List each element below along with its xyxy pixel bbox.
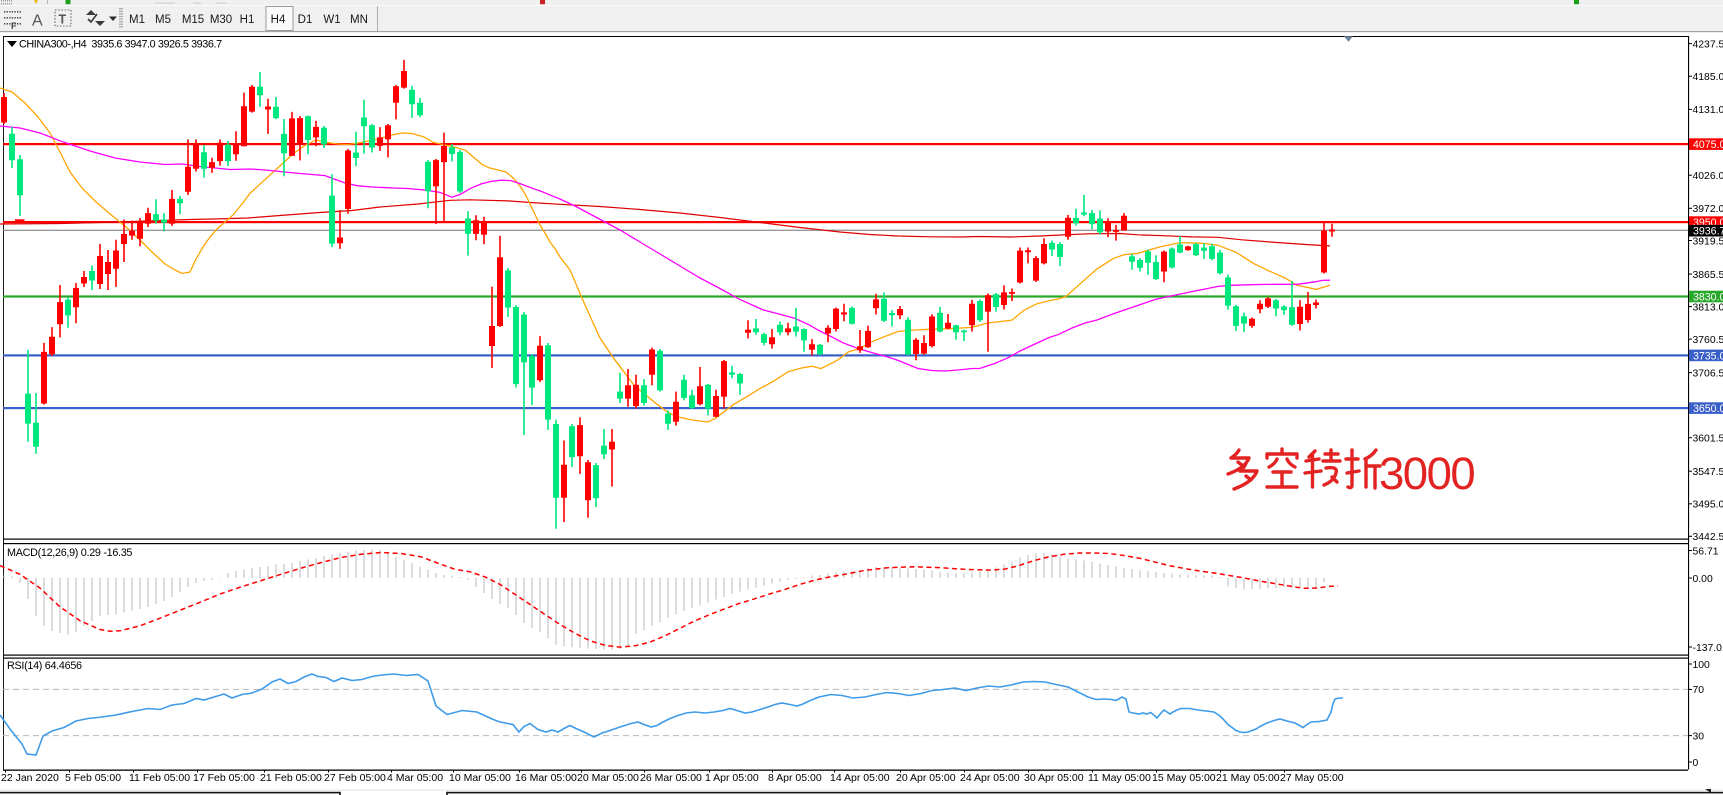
svg-text:27 May 05:00: 27 May 05:00 (1280, 772, 1344, 784)
svg-text:H1: H1 (240, 14, 255, 26)
svg-text:4 Mar 05:00: 4 Mar 05:00 (387, 772, 443, 784)
svg-text:D1: D1 (298, 14, 313, 26)
svg-text:0: 0 (1693, 758, 1699, 769)
svg-text:56.71: 56.71 (1693, 546, 1719, 557)
svg-text:3865.5: 3865.5 (1693, 270, 1723, 281)
svg-text:11 May 05:00: 11 May 05:00 (1088, 772, 1151, 784)
svg-text:4185.0: 4185.0 (1693, 72, 1723, 83)
svg-text:3000: 3000 (1379, 448, 1474, 499)
svg-text:22 Jan 2020: 22 Jan 2020 (1, 772, 59, 784)
svg-text:-137.01: -137.01 (1693, 643, 1723, 654)
svg-text:M15: M15 (182, 14, 204, 26)
svg-text:T: T (59, 13, 67, 27)
svg-text:15 May 05:00: 15 May 05:00 (1152, 772, 1216, 784)
svg-text:20 Mar 05:00: 20 Mar 05:00 (577, 772, 639, 784)
svg-text:RSI(14) 64.4656: RSI(14) 64.4656 (7, 660, 82, 672)
svg-text:A: A (32, 13, 43, 30)
svg-text:3442.5: 3442.5 (1693, 532, 1723, 543)
svg-text:F: F (11, 21, 17, 31)
svg-text:3919.5: 3919.5 (1693, 236, 1723, 247)
svg-text:3495.0: 3495.0 (1693, 500, 1723, 511)
svg-text:0.00: 0.00 (1693, 574, 1713, 585)
svg-text:30 Apr 05:00: 30 Apr 05:00 (1024, 772, 1084, 784)
svg-text:10 Mar 05:00: 10 Mar 05:00 (449, 772, 511, 784)
svg-text:21 May 05:00: 21 May 05:00 (1216, 772, 1280, 784)
svg-text:3760.5: 3760.5 (1693, 335, 1723, 346)
svg-text:100: 100 (1693, 660, 1711, 671)
svg-text:3830.0: 3830.0 (1693, 291, 1723, 303)
svg-text:MACD(12,26,9) 0.29 -16.35: MACD(12,26,9) 0.29 -16.35 (7, 547, 132, 559)
svg-text:M30: M30 (210, 14, 232, 26)
svg-text:4131.0: 4131.0 (1693, 105, 1723, 116)
svg-text:3547.5: 3547.5 (1693, 467, 1723, 478)
svg-text:H4: H4 (271, 14, 286, 26)
svg-text:3601.5: 3601.5 (1693, 434, 1723, 445)
svg-text:20 Apr 05:00: 20 Apr 05:00 (896, 772, 956, 784)
svg-text:11 Feb 05:00: 11 Feb 05:00 (129, 772, 190, 784)
svg-text:M1: M1 (129, 14, 145, 26)
svg-text:3972.0: 3972.0 (1693, 204, 1723, 215)
svg-text:8 Apr 05:00: 8 Apr 05:00 (768, 772, 822, 784)
svg-text:70: 70 (1693, 685, 1705, 696)
svg-text:3813.0: 3813.0 (1693, 302, 1723, 313)
svg-text:26 Mar 05:00: 26 Mar 05:00 (640, 772, 702, 784)
svg-text:4075.0: 4075.0 (1693, 139, 1723, 151)
svg-text:30: 30 (1693, 731, 1705, 742)
svg-text:4237.5: 4237.5 (1693, 39, 1723, 50)
svg-text:3936.7: 3936.7 (1693, 226, 1723, 238)
svg-text:3650.0: 3650.0 (1693, 403, 1723, 415)
svg-text:M5: M5 (155, 14, 171, 26)
svg-text:3735.0: 3735.0 (1693, 350, 1723, 362)
svg-text:1 Apr 05:00: 1 Apr 05:00 (705, 772, 759, 784)
svg-text:CHINA300-,H4 3935.6 3947.0 39: CHINA300-,H4 3935.6 3947.0 3926.5 3936.7 (19, 39, 222, 51)
svg-text:21 Feb 05:00: 21 Feb 05:00 (260, 772, 322, 784)
svg-text:14 Apr 05:00: 14 Apr 05:00 (830, 772, 890, 784)
svg-text:16 Mar 05:00: 16 Mar 05:00 (515, 772, 577, 784)
svg-text:W1: W1 (323, 14, 340, 26)
svg-text:17 Feb 05:00: 17 Feb 05:00 (193, 772, 255, 784)
svg-text:4026.0: 4026.0 (1693, 171, 1723, 182)
svg-text:MN: MN (350, 14, 368, 26)
svg-text:5 Feb 05:00: 5 Feb 05:00 (65, 772, 121, 784)
svg-text:27 Feb 05:00: 27 Feb 05:00 (324, 772, 386, 784)
svg-text:3706.5: 3706.5 (1693, 368, 1723, 379)
svg-text:24 Apr 05:00: 24 Apr 05:00 (960, 772, 1020, 784)
